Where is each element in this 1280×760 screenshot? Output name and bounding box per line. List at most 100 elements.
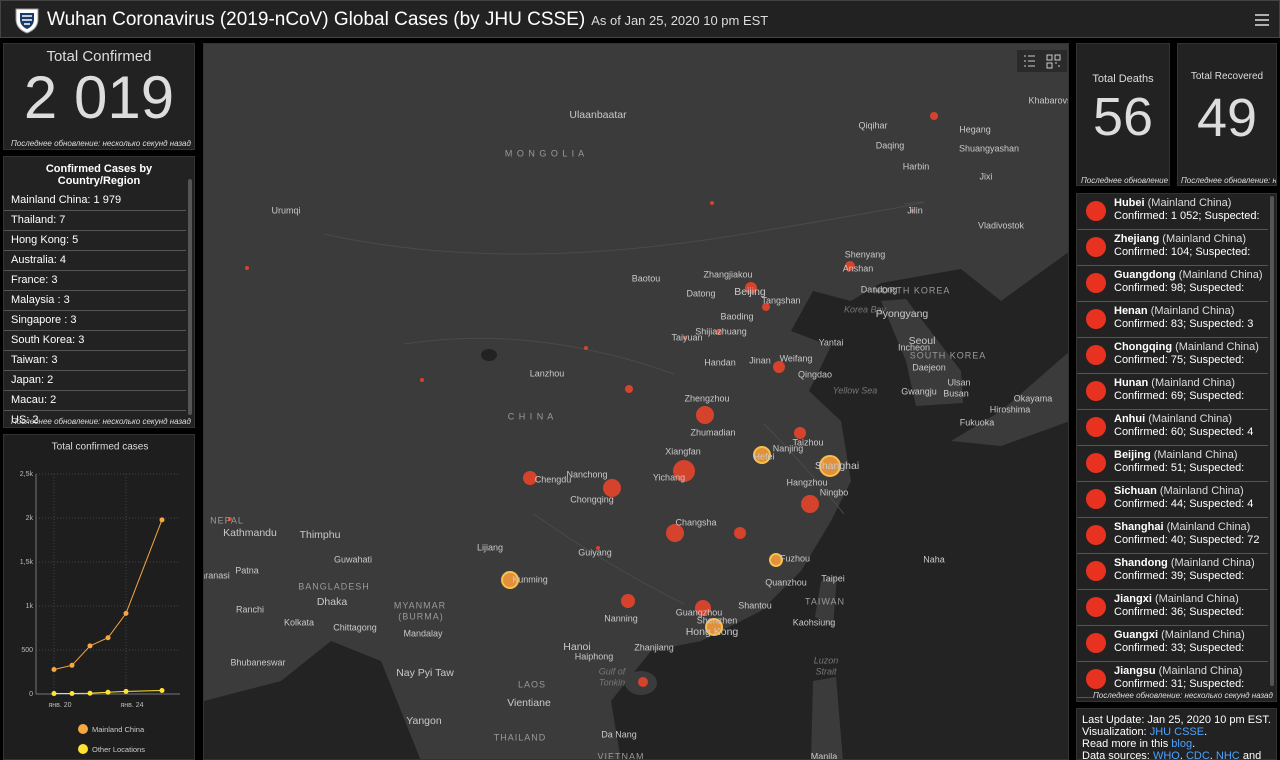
map-label: Bhubaneswar: [230, 657, 285, 667]
case-bubble[interactable]: [245, 266, 249, 270]
province-row[interactable]: Beijing (Mainland China) Confirmed: 51; S…: [1077, 446, 1268, 482]
province-row[interactable]: Shanghai (Mainland China) Confirmed: 40; …: [1077, 518, 1268, 554]
case-bubble[interactable]: [819, 455, 841, 477]
case-bubble[interactable]: [753, 446, 771, 464]
province-row[interactable]: Chongqing (Mainland China) Confirmed: 75;…: [1077, 338, 1268, 374]
case-dot: [1086, 561, 1106, 581]
case-bubble[interactable]: [596, 546, 600, 550]
province-row[interactable]: Shandong (Mainland China) Confirmed: 39; …: [1077, 554, 1268, 590]
map-label: Hangzhou: [786, 477, 827, 487]
province-region: (Mainland China): [1166, 521, 1251, 533]
map-label: Hiroshima: [990, 404, 1031, 414]
province-row[interactable]: Jiangxi (Mainland China) Confirmed: 36; S…: [1077, 590, 1268, 626]
case-bubble[interactable]: [794, 427, 806, 439]
country-item[interactable]: Mainland China: 1 979: [4, 191, 186, 211]
case-bubble[interactable]: [695, 600, 711, 616]
case-bubble[interactable]: [603, 479, 621, 497]
country-item[interactable]: South Korea: 3: [4, 331, 186, 351]
case-bubble[interactable]: [769, 553, 783, 567]
data-point: [159, 517, 165, 523]
province-region: (Mainland China): [1150, 305, 1235, 317]
case-bubble[interactable]: [501, 571, 519, 589]
case-bubble[interactable]: [584, 346, 588, 350]
province-row[interactable]: Sichuan (Mainland China) Confirmed: 44; S…: [1077, 482, 1268, 518]
case-bubble[interactable]: [621, 594, 635, 608]
country-item[interactable]: Malaysia : 3: [4, 291, 186, 311]
case-bubble[interactable]: [420, 378, 424, 382]
province-heading: Shandong (Mainland China): [1114, 557, 1255, 569]
update-note: Последнее обновление: н: [1181, 176, 1277, 185]
case-bubble[interactable]: [696, 406, 714, 424]
country-item[interactable]: France: 3: [4, 271, 186, 291]
province-row[interactable]: Henan (Mainland China) Confirmed: 83; Sus…: [1077, 302, 1268, 338]
case-dot: [1086, 597, 1106, 617]
case-bubble[interactable]: [773, 361, 785, 373]
province-row[interactable]: Guangdong (Mainland China) Confirmed: 98;…: [1077, 266, 1268, 302]
case-bubble[interactable]: [801, 495, 819, 513]
map-label: Vientiane: [507, 697, 551, 709]
map-label: SOUTH KOREA: [910, 350, 987, 360]
source-link[interactable]: CDC: [1185, 750, 1210, 760]
province-detail: Confirmed: 60; Suspected: 4: [1114, 426, 1254, 438]
scrollbar[interactable]: [188, 179, 192, 415]
map-label: Gulf of: [599, 666, 627, 676]
map-label: Guangzhou: [676, 607, 723, 617]
scrollbar[interactable]: [1270, 196, 1274, 686]
country-item[interactable]: Singapore : 3: [4, 311, 186, 331]
country-item[interactable]: US: 2: [4, 411, 186, 427]
case-bubble[interactable]: [705, 618, 723, 636]
country-item[interactable]: Hong Kong: 5: [4, 231, 186, 251]
province-row[interactable]: Anhui (Mainland China) Confirmed: 60; Sus…: [1077, 410, 1268, 446]
country-item[interactable]: Macau: 2: [4, 391, 186, 411]
case-bubble[interactable]: [625, 385, 633, 393]
map-label: Hanoi: [563, 641, 590, 653]
province-row[interactable]: Hubei (Mainland China) Confirmed: 1 052; …: [1077, 194, 1268, 230]
source-link[interactable]: WHO: [1152, 750, 1180, 760]
country-item[interactable]: Taiwan: 3: [4, 351, 186, 371]
update-note: Последнее обновление: [1081, 176, 1169, 185]
province-row[interactable]: Zhejiang (Mainland China) Confirmed: 104;…: [1077, 230, 1268, 266]
case-bubble[interactable]: [683, 336, 687, 340]
grid-icon[interactable]: [1046, 54, 1061, 69]
case-bubble[interactable]: [762, 303, 770, 311]
source-link[interactable]: NHC: [1215, 750, 1240, 760]
land: [951, 352, 1068, 446]
province-heading: Sichuan (Mainland China): [1114, 485, 1244, 497]
case-bubble[interactable]: [745, 282, 757, 294]
case-bubble[interactable]: [845, 261, 855, 271]
data-point: [123, 610, 129, 616]
province-row[interactable]: Hunan (Mainland China) Confirmed: 69; Sus…: [1077, 374, 1268, 410]
case-bubble[interactable]: [666, 524, 684, 542]
country-title: Confirmed Cases by Country/Region: [45, 163, 153, 187]
country-item[interactable]: Japan: 2: [4, 371, 186, 391]
country-item[interactable]: Australia: 4: [4, 251, 186, 271]
country-list[interactable]: Mainland China: 1 979 Thailand: 7 Hong Kon…: [4, 191, 194, 427]
country-item[interactable]: Thailand: 7: [4, 211, 186, 231]
case-bubble[interactable]: [910, 209, 914, 213]
recovered-label: Total Recovered: [1190, 71, 1264, 82]
case-bubble[interactable]: [673, 460, 695, 482]
province-heading: Hunan (Mainland China): [1114, 377, 1235, 389]
map-label: Qingdao: [798, 369, 832, 379]
list-icon[interactable]: [1024, 55, 1035, 67]
case-bubble[interactable]: [734, 527, 746, 539]
case-bubble[interactable]: [716, 329, 722, 335]
map[interactable]: Ulaanbaatar M O N G O L I A Urumqi Qiqihar H…: [204, 44, 1069, 760]
data-point: [51, 667, 57, 673]
land: [815, 575, 837, 627]
province-region: (Mainland China): [1162, 233, 1247, 245]
case-bubble[interactable]: [930, 112, 938, 120]
case-bubble[interactable]: [228, 517, 232, 521]
blog-link[interactable]: blog: [1171, 738, 1193, 750]
province-row[interactable]: Guangxi (Mainland China) Confirmed: 33; S…: [1077, 626, 1268, 662]
menu-button[interactable]: [1254, 13, 1270, 27]
province-list[interactable]: Hubei (Mainland China) Confirmed: 1 052; …: [1077, 194, 1276, 698]
map-label: Shanghai: [815, 460, 859, 472]
x-tick-label: янв. 24: [120, 702, 143, 709]
case-bubble[interactable]: [638, 677, 648, 687]
case-dot: [1086, 417, 1106, 437]
map-label: Shenyang: [845, 249, 886, 259]
viz-link[interactable]: JHU CSSE: [1149, 726, 1205, 738]
case-bubble[interactable]: [710, 201, 714, 205]
case-bubble[interactable]: [523, 471, 537, 485]
